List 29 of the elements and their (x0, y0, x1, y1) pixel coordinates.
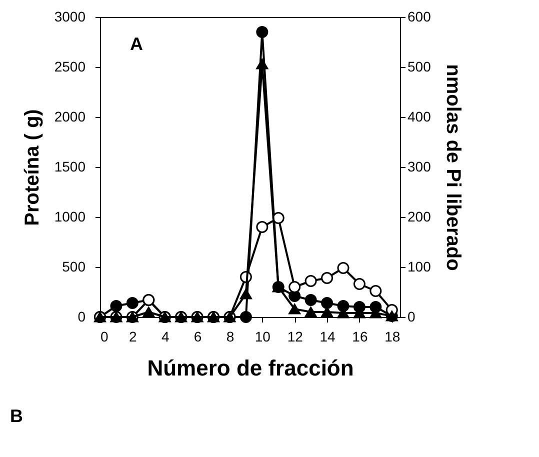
y-tick-label: 0 (78, 308, 86, 324)
x-tick-label: 6 (194, 328, 202, 344)
y-tick-label: 500 (62, 258, 86, 274)
y2-axis-title: nmolas de Pi liberado (442, 64, 464, 271)
x-tick-label: 16 (352, 328, 368, 344)
y2-tick-label: 600 (408, 8, 432, 24)
x-tick-label: 18 (384, 328, 400, 344)
x-tick-label: 8 (226, 328, 234, 344)
y2-tick-label: 200 (408, 208, 432, 224)
y-tick-label: 1000 (54, 208, 86, 224)
y2-tick-label: 100 (408, 258, 432, 274)
y-tick-label: 3000 (54, 8, 86, 24)
y2-tick-label: 400 (408, 108, 432, 124)
y2-tick-label: 500 (408, 58, 432, 74)
text: B (10, 406, 23, 426)
y-tick-label: 2500 (54, 58, 86, 74)
x-tick-label: 4 (161, 328, 170, 344)
x-tick-label: 2 (129, 328, 138, 344)
y-axis-title: Proteína ( g) (21, 109, 44, 226)
annotation: A (130, 34, 143, 54)
x-tick-label: 14 (320, 328, 336, 344)
x-tick-label: 0 (100, 328, 108, 344)
y2-tick-label: 300 (408, 158, 432, 174)
x-tick-label: 10 (254, 328, 271, 344)
y-tick-label: 2000 (54, 108, 86, 124)
x-tick-label: 12 (287, 328, 304, 344)
y-tick-label: 1500 (54, 158, 86, 174)
y2-tick-label: 0 (408, 308, 416, 324)
x-axis-title: Número de fracción (147, 356, 354, 380)
